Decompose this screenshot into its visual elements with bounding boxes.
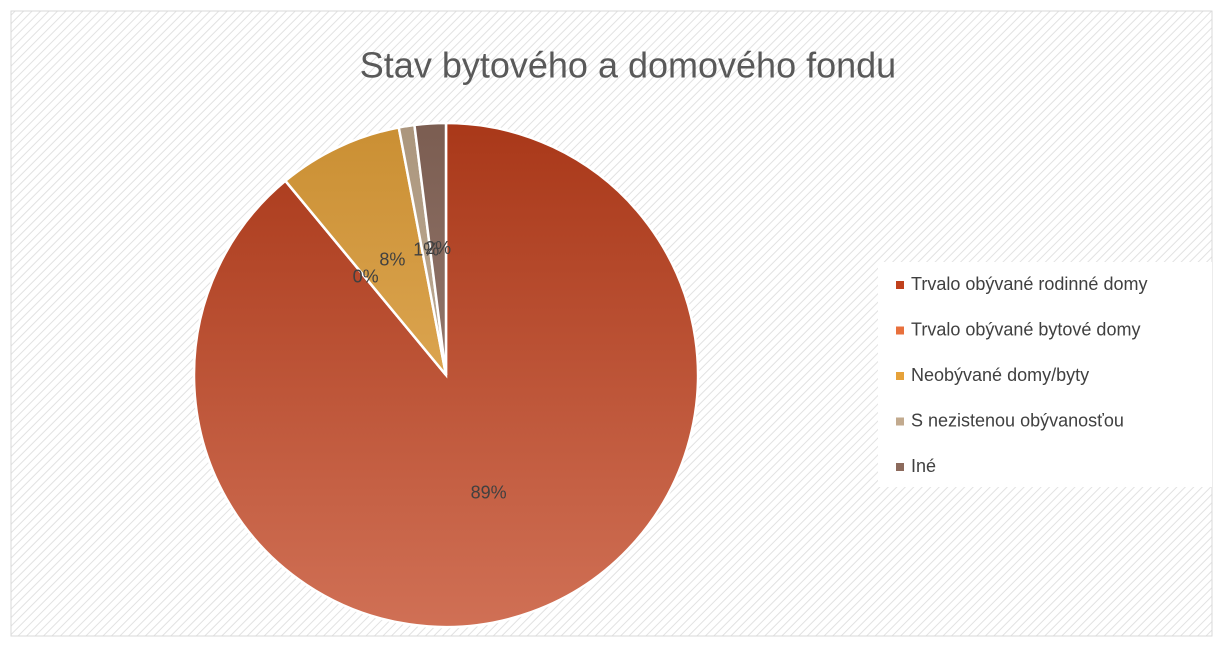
- pie-slice: [413, 121, 448, 376]
- legend-label: Neobývané domy/byty: [911, 365, 1089, 385]
- legend-label: Iné: [911, 456, 936, 476]
- data-label: 8%: [379, 250, 405, 270]
- legend-swatch: [896, 463, 904, 471]
- legend-swatch: [896, 372, 904, 380]
- chart-title: Stav bytového a domového fondu: [360, 45, 896, 86]
- data-label: 2%: [425, 238, 451, 258]
- legend-label: S nezistenou obývanosťou: [911, 410, 1124, 430]
- data-label: 89%: [471, 482, 507, 502]
- legend-swatch: [896, 326, 904, 335]
- pie-slice: [283, 126, 448, 376]
- legend-swatch: [896, 417, 904, 426]
- legend-label: Trvalo obývané rodinné domy: [911, 274, 1147, 294]
- data-label: 0%: [353, 267, 379, 287]
- data-label: 1%: [413, 239, 439, 259]
- legend-swatch: [896, 281, 904, 289]
- legend-background: [878, 262, 1212, 487]
- legend-label: Trvalo obývané bytové domy: [911, 319, 1140, 339]
